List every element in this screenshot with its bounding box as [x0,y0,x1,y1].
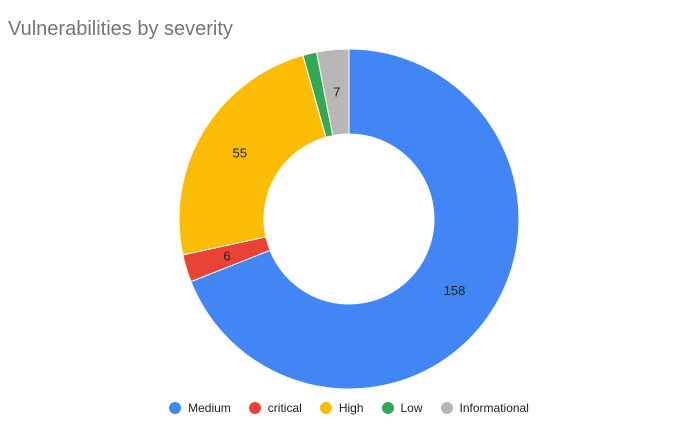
legend-marker [169,402,182,414]
legend-item-low: Low [381,401,423,415]
legend-item-high: High [319,401,364,415]
slice-label-informational: 7 [333,85,340,100]
slice-label-high: 55 [233,146,247,161]
slice-label-medium: 158 [444,283,466,298]
chart-title: Vulnerabilities by severity [8,18,233,40]
legend-marker [319,402,332,414]
legend-marker [440,402,453,414]
legend-marker [248,402,261,414]
slice-label-critical: 6 [223,249,230,264]
legend-label: High [338,401,364,415]
legend-label: Informational [459,401,529,415]
legend-label: critical [267,401,302,415]
slice-informational [315,48,350,137]
chart-legend: Medium critical High Low Informational [0,399,698,417]
slice-high [178,54,327,256]
legend-marker [381,402,394,414]
donut-slices [178,48,520,390]
legend-label: Medium [188,401,231,415]
legend-item-medium: Medium [169,401,231,415]
slice-labels: 158 6 55 7 [223,85,465,299]
legend-item-informational: Informational [440,401,529,415]
legend-label: Low [400,401,423,415]
slice-medium [190,48,520,390]
legend-item-critical: critical [248,401,302,415]
